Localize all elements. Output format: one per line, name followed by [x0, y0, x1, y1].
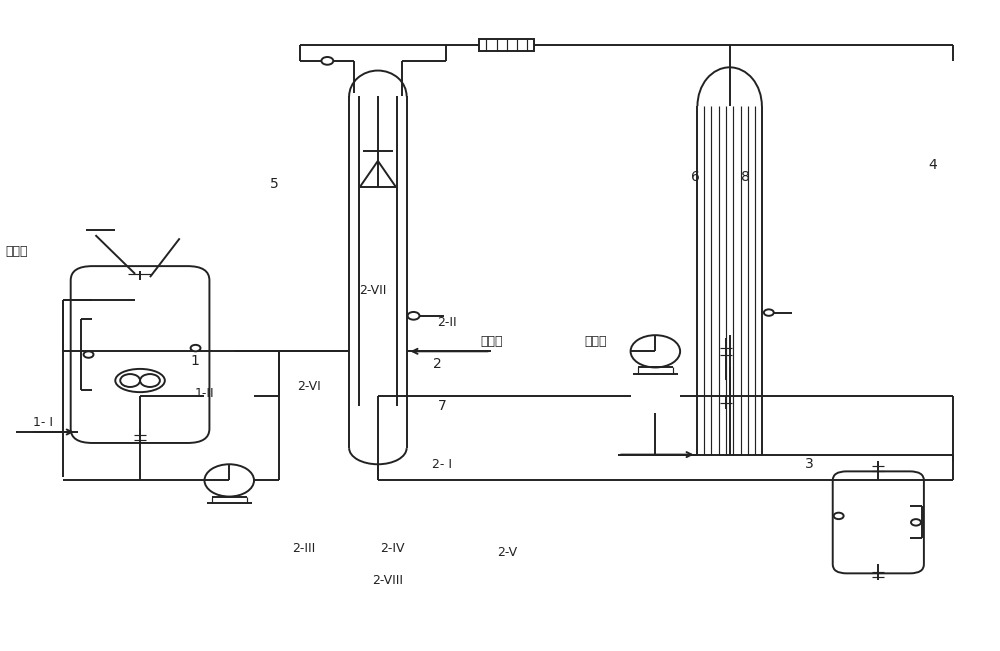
Circle shape — [408, 312, 420, 320]
Text: 6: 6 — [691, 170, 699, 184]
FancyBboxPatch shape — [833, 471, 924, 574]
Text: 3: 3 — [805, 457, 813, 471]
Circle shape — [321, 57, 333, 64]
Text: 2-III: 2-III — [292, 542, 315, 555]
Text: 2-V: 2-V — [497, 546, 517, 559]
Ellipse shape — [115, 369, 165, 392]
Text: 导热油: 导热油 — [5, 245, 27, 258]
Text: 1-II: 1-II — [195, 387, 214, 400]
Text: 5: 5 — [269, 176, 278, 191]
Text: 2-VII: 2-VII — [359, 283, 387, 296]
Text: 导热油: 导热油 — [481, 335, 503, 348]
Text: 2-II: 2-II — [437, 316, 457, 329]
Text: 8: 8 — [741, 170, 750, 184]
Circle shape — [631, 335, 680, 367]
Text: 1: 1 — [190, 354, 199, 368]
FancyBboxPatch shape — [71, 266, 209, 443]
Text: 2: 2 — [433, 357, 442, 371]
Circle shape — [140, 374, 160, 387]
Circle shape — [120, 374, 140, 387]
Circle shape — [834, 513, 844, 519]
Text: 4: 4 — [928, 158, 937, 173]
Circle shape — [191, 345, 201, 352]
Text: 导热油: 导热油 — [585, 335, 607, 348]
Text: 2-VIII: 2-VIII — [372, 574, 403, 587]
Bar — [479, 39, 534, 51]
Text: 2- I: 2- I — [432, 458, 452, 471]
Circle shape — [764, 309, 774, 316]
Circle shape — [84, 352, 93, 358]
Text: 7: 7 — [438, 399, 447, 413]
Text: 2-VI: 2-VI — [297, 380, 320, 393]
Circle shape — [204, 464, 254, 497]
Text: 1- I: 1- I — [33, 416, 53, 429]
Text: 2-IV: 2-IV — [380, 542, 405, 555]
Circle shape — [911, 519, 921, 525]
